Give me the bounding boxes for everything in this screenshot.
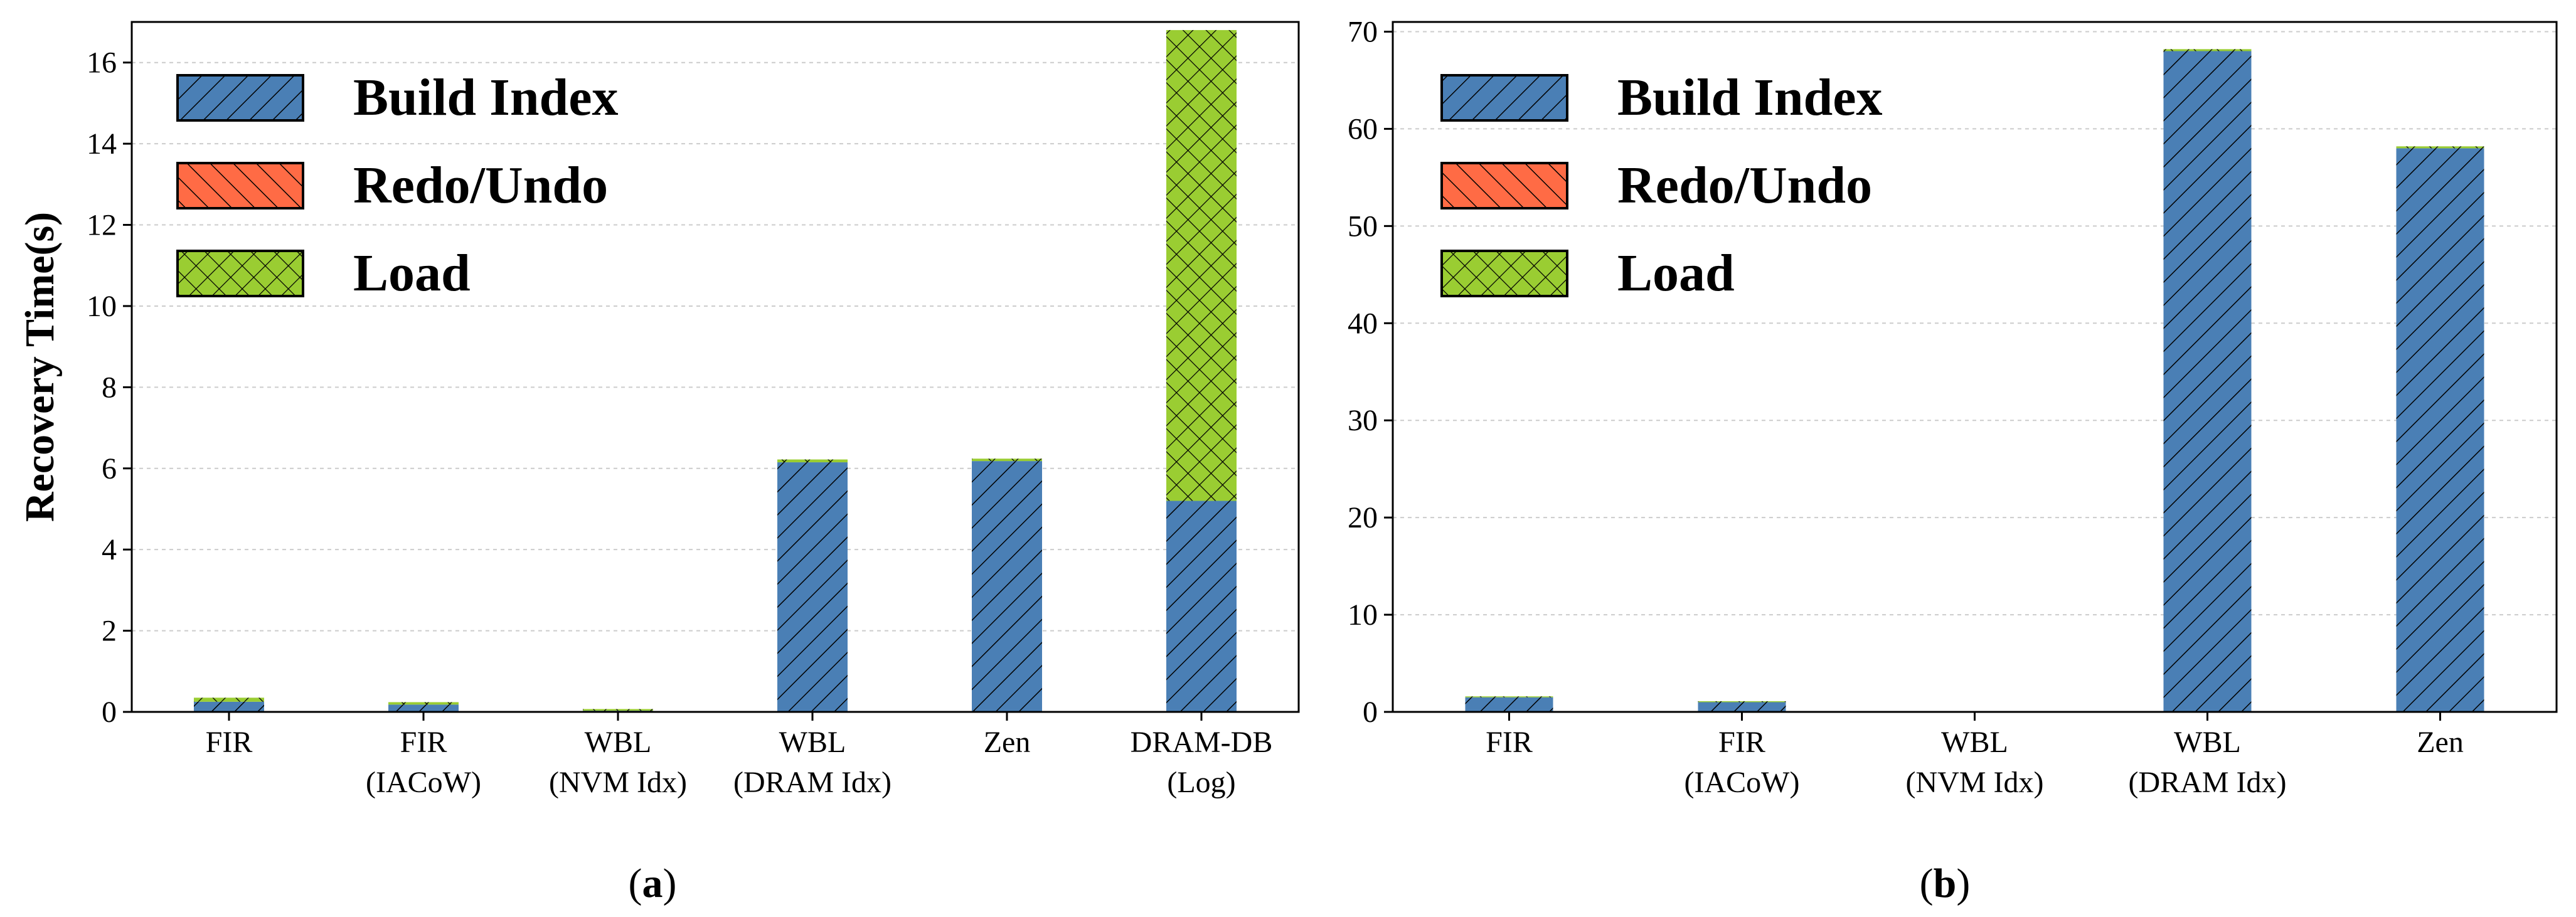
panel-caption-a: (a) [629,861,677,906]
chart-panel-b: 0 10 20 30 40 50 60 70 FIR FIR (IACoW) WBL (NVM Idx… [1348,15,2558,906]
legend-label-build-index-a: Build Index [353,68,619,127]
plot-frame-b [1392,21,2558,713]
y-tick-label: 12 [87,209,117,242]
legend-label-load-a: Load [353,244,471,302]
y-ticks-b: 0 10 20 30 40 50 60 70 [1348,15,1393,729]
legend-swatch-redo-undo-a [176,162,304,209]
legend-swatch-build-index-b [1440,74,1568,122]
bar-load [583,709,653,711]
y-tick-label: 0 [102,696,117,729]
x-tick-label: (DRAM Idx) [733,766,891,799]
bar-load [194,697,264,702]
y-tick-label: 30 [1348,404,1378,437]
x-tick-label: FIR [1718,726,1765,759]
legend-swatch-redo-undo-b [1440,162,1568,209]
bar-load [388,702,459,705]
legend-swatch-load-a [176,250,304,297]
chart-panel-a: 0 2 4 6 8 10 12 14 16 FIR FIR (IACoW) WBL (NVM Idx) W… [17,21,1300,906]
y-axis-title-a: Recovery Time(s) [17,212,63,522]
bars-b [1465,49,2484,712]
y-tick-label: 40 [1348,307,1378,340]
bar-build-index [1465,697,1553,712]
bar-load [1698,701,1786,702]
bars-a [194,29,1237,712]
y-tick-label: 14 [87,127,117,161]
bar-build-index [777,462,848,712]
x-tick-label: Zen [2417,726,2464,759]
x-tick-label: FIR [1486,726,1533,759]
x-tick-label: (Log) [1167,766,1235,799]
x-tick-label: FIR [400,726,447,759]
x-tick-label: WBL [779,726,846,759]
bar-load [777,459,848,463]
bar-load [972,458,1042,462]
legend-label-load-b: Load [1617,244,1735,302]
x-tick-label: Zen [984,726,1031,759]
bar-load [1465,696,1553,697]
x-tick-label: (NVM Idx) [1906,766,2044,799]
y-tick-label: 16 [87,46,117,80]
bar-build-index [972,461,1042,712]
bar-build-index [1698,702,1786,712]
x-tick-label: WBL [1941,726,2008,759]
x-tick-label: DRAM-DB [1131,726,1273,759]
legend-a: Build Index Redo/Undo Load [176,68,619,302]
y-tick-label: 70 [1348,15,1378,48]
legend-swatch-load-b [1440,250,1568,297]
x-tick-label: FIR [206,726,253,759]
x-tick-label: (NVM Idx) [549,766,687,799]
bar-load [2396,146,2484,149]
x-tick-label: WBL [2174,726,2241,759]
y-tick-label: 0 [1363,696,1378,729]
x-tick-label: (DRAM Idx) [2129,766,2287,799]
legend-label-redo-undo-b: Redo/Undo [1617,156,1872,215]
x-tick-label: (IACoW) [1685,766,1800,799]
y-tick-label: 2 [102,615,117,648]
bar-build-index [388,704,459,712]
bar-load [2163,49,2252,51]
panel-caption-b: (b) [1920,861,1971,906]
x-ticks-a: FIR FIR (IACoW) WBL (NVM Idx) WBL (DRAM Idx) Ze… [206,712,1273,799]
bar-build-index [2396,148,2484,712]
y-tick-label: 50 [1348,209,1378,243]
y-tick-label: 10 [1348,598,1378,632]
legend-label-redo-undo-a: Redo/Undo [353,156,608,215]
legend-b: Build Index Redo/Undo Load [1440,68,1883,302]
y-tick-label: 8 [102,371,117,404]
bar-load [1166,29,1237,501]
legend-swatch-build-index-a [176,74,304,122]
y-tick-label: 20 [1348,501,1378,534]
legend-label-build-index-b: Build Index [1617,68,1883,127]
y-ticks-a: 0 2 4 6 8 10 12 14 16 [87,46,132,729]
bar-build-index [2163,51,2252,712]
plot-frame-a [130,21,1300,713]
y-tick-label: 60 [1348,112,1378,146]
y-tick-label: 6 [102,452,117,485]
bar-build-index [194,701,264,712]
gridlines-a [132,61,1299,632]
x-ticks-b: FIR FIR (IACoW) WBL (NVM Idx) WBL (DRAM Idx) Ze… [1486,712,2464,799]
y-tick-label: 4 [102,533,117,566]
bar-build-index [1166,501,1237,712]
x-tick-label: WBL [585,726,652,759]
gridlines-b [1393,31,2557,616]
x-tick-label: (IACoW) [366,766,481,799]
y-tick-label: 10 [87,290,117,323]
